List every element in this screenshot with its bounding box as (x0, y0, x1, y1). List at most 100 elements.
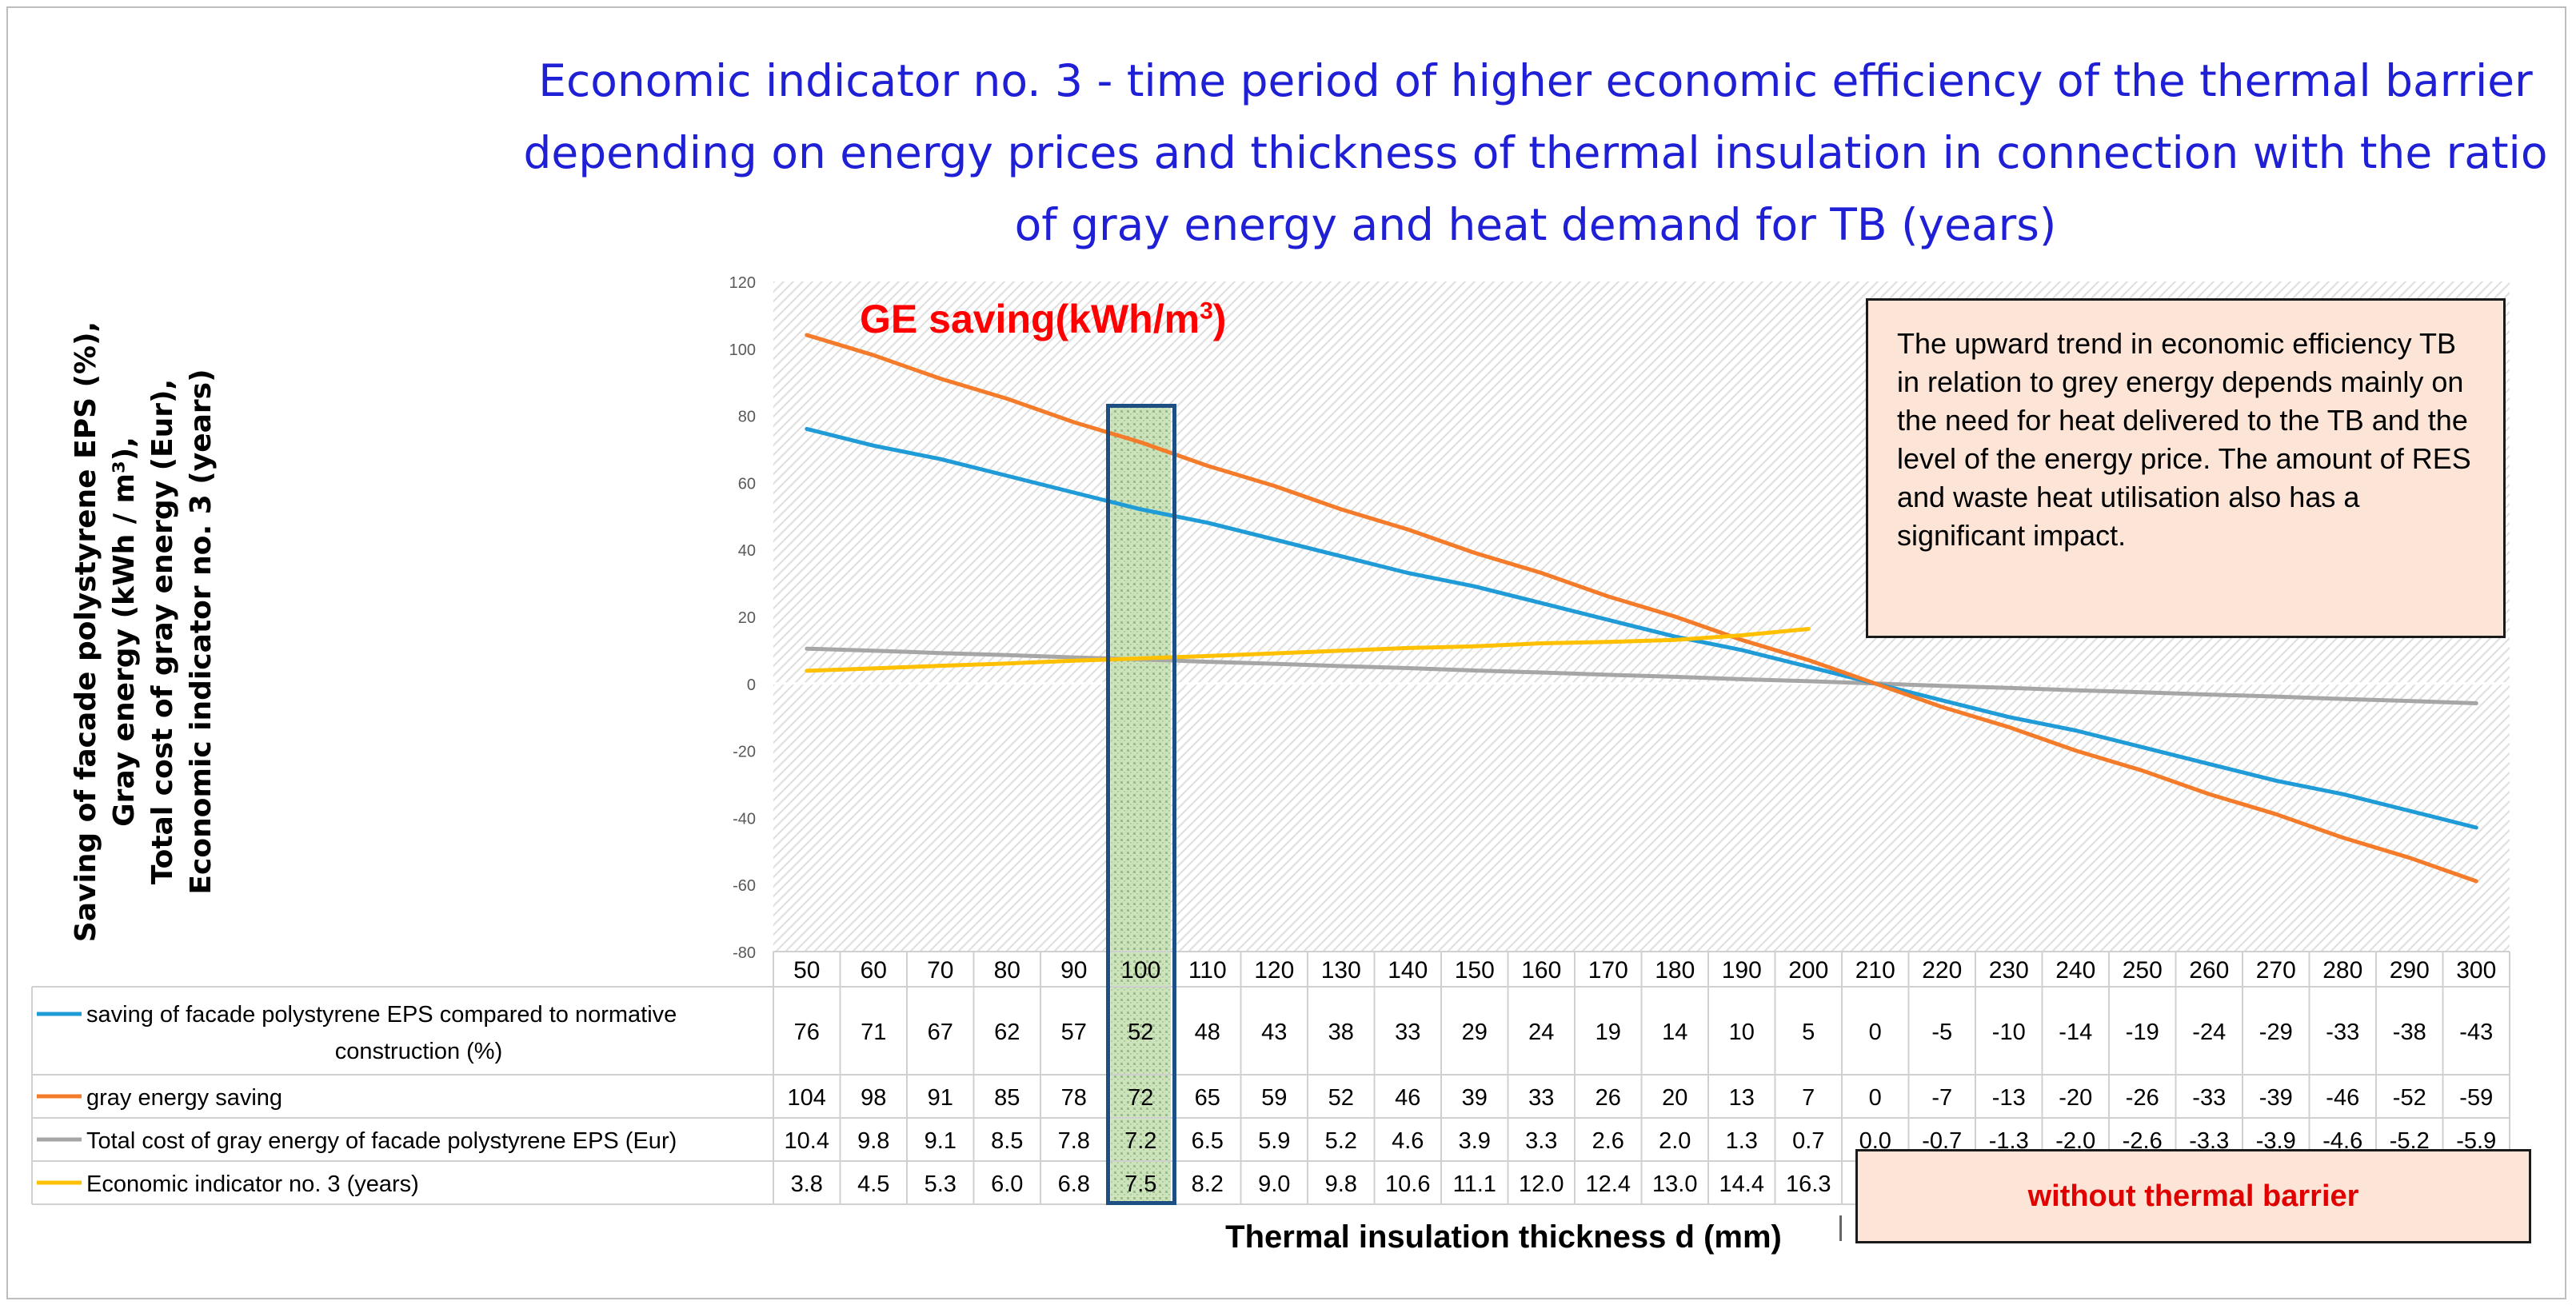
x-category-label: 290 (2390, 957, 2430, 984)
table-value: -46 (2326, 1085, 2359, 1111)
annotation-note: The upward trend in economic efficiency … (1866, 298, 2506, 638)
y-tick-label: -20 (733, 744, 756, 761)
table-value: 13 (1729, 1085, 1755, 1111)
x-category-label: 230 (1989, 957, 2029, 984)
legend-name: saving of facade polystyrene EPS compare… (86, 1002, 677, 1028)
table-value: -33 (2192, 1085, 2226, 1111)
chart-title: Economic indicator no. 3 - time period o… (512, 45, 2559, 261)
table-value: 14 (1662, 1020, 1687, 1045)
table-value: 1.3 (1726, 1128, 1758, 1154)
table-value: -59 (2459, 1085, 2493, 1111)
table-value: 3.9 (1459, 1128, 1491, 1154)
x-category-label: 260 (2189, 957, 2229, 984)
table-value: 57 (1061, 1020, 1087, 1045)
table-value: 16.3 (1786, 1171, 1831, 1197)
table-value: -29 (2259, 1020, 2293, 1045)
table-value: 4.6 (1392, 1128, 1424, 1154)
table-value: 9.0 (1258, 1171, 1290, 1197)
table-value: -7 (1931, 1085, 1952, 1111)
x-category-label: 150 (1455, 957, 1495, 984)
series-line-orange (805, 333, 2478, 884)
table-value: 7.5 (1124, 1171, 1156, 1197)
table-value: 7.2 (1124, 1128, 1156, 1154)
x-category-label: 180 (1655, 957, 1695, 984)
x-category-label: 60 (861, 957, 887, 984)
ge-saving-label: GE saving(kWh/m3) (860, 296, 1226, 342)
table-value: 46 (1395, 1085, 1420, 1111)
title-line-2: depending on energy prices and thickness… (523, 127, 2548, 178)
table-value: 0 (1869, 1020, 1882, 1045)
table-value: -33 (2326, 1020, 2359, 1045)
table-value: 5.2 (1325, 1128, 1357, 1154)
table-value: 20 (1662, 1085, 1687, 1111)
series-line-gray (805, 646, 2478, 705)
series-line-blue (805, 426, 2478, 830)
table-value: 13.0 (1652, 1171, 1697, 1197)
x-category-label: 70 (927, 957, 953, 984)
legend-name: gray energy saving (86, 1085, 282, 1111)
y-tick-label: -60 (733, 877, 756, 895)
table-value: 59 (1261, 1085, 1287, 1111)
table-value: 65 (1195, 1085, 1220, 1111)
highlight-column-fill-rect (1110, 406, 1171, 1203)
x-category-label: 210 (1855, 957, 1895, 984)
x-category-label: 100 (1120, 957, 1160, 984)
legend-name: Economic indicator no. 3 (years) (86, 1171, 419, 1197)
series-line-yellow (805, 627, 1811, 673)
y-tick-label: 120 (729, 274, 756, 292)
table-value: 6.5 (1192, 1128, 1224, 1154)
table-value: -20 (2059, 1085, 2092, 1111)
table-value: 11.1 (1453, 1171, 1496, 1197)
table-value: 10.4 (785, 1128, 829, 1154)
table-value: 43 (1261, 1020, 1287, 1045)
table-value: 4.5 (857, 1171, 889, 1197)
table-value: 8.5 (991, 1128, 1023, 1154)
table-value: 12.0 (1519, 1171, 1564, 1197)
title-line-3: of gray energy and heat demand for TB (y… (1014, 199, 2057, 250)
y-axis-ticks: 120 100 80 60 40 20 0 -20 -40 -60 -80 (729, 274, 756, 962)
table-value: 9.1 (925, 1128, 957, 1154)
table-value: 2.0 (1659, 1128, 1691, 1154)
table-value: 33 (1395, 1020, 1420, 1045)
table-value: 10 (1729, 1020, 1755, 1045)
x-category-label: 190 (1722, 957, 1762, 984)
y-tick-label: 40 (738, 542, 756, 560)
table-value: 48 (1195, 1020, 1220, 1045)
highlight-box-100mm (1106, 404, 1176, 1205)
table-value: -5 (1931, 1020, 1952, 1045)
x-category-label: 80 (994, 957, 1020, 984)
table-value: -13 (1992, 1085, 2026, 1111)
table-value: 14.4 (1719, 1171, 1764, 1197)
table-value: 9.8 (1325, 1171, 1357, 1197)
table-value: 52 (1328, 1085, 1354, 1111)
x-category-label: 200 (1788, 957, 1828, 984)
highlight-column-fill (1110, 406, 1171, 1203)
table-value: 3.8 (791, 1171, 823, 1197)
table-value: 5 (1802, 1020, 1815, 1045)
x-category-label: 220 (1922, 957, 1962, 984)
y-tick-label: 0 (747, 676, 756, 694)
x-category-label: 280 (2322, 957, 2362, 984)
ge-saving-close: ) (1212, 297, 1227, 341)
table-value: 19 (1596, 1020, 1621, 1045)
x-category-label: 160 (1521, 957, 1561, 984)
table-value: 6.8 (1058, 1171, 1090, 1197)
title-line-1: Economic indicator no. 3 - time period o… (538, 55, 2533, 106)
table-value: -39 (2259, 1085, 2293, 1111)
table-value: 52 (1128, 1020, 1153, 1045)
table-value: 104 (788, 1085, 826, 1111)
x-category-label: 250 (2123, 957, 2163, 984)
divider-mark (1839, 1215, 1842, 1241)
x-category-label: 110 (1188, 957, 1227, 984)
table-value: -52 (2393, 1085, 2426, 1111)
x-category-label: 270 (2256, 957, 2296, 984)
table-value: 24 (1528, 1020, 1554, 1045)
table-value: 3.3 (1525, 1128, 1557, 1154)
table-value: 9.8 (857, 1128, 889, 1154)
legend-name: construction (%) (335, 1039, 503, 1064)
data-table: 50 60 70 80 90 100 110 120 130 140 150 160 170 180 190… (31, 951, 2510, 1205)
y-tick-label: 60 (738, 475, 756, 493)
table-value: 98 (861, 1085, 886, 1111)
table-value: 7 (1802, 1085, 1815, 1111)
table-value: 62 (994, 1020, 1020, 1045)
